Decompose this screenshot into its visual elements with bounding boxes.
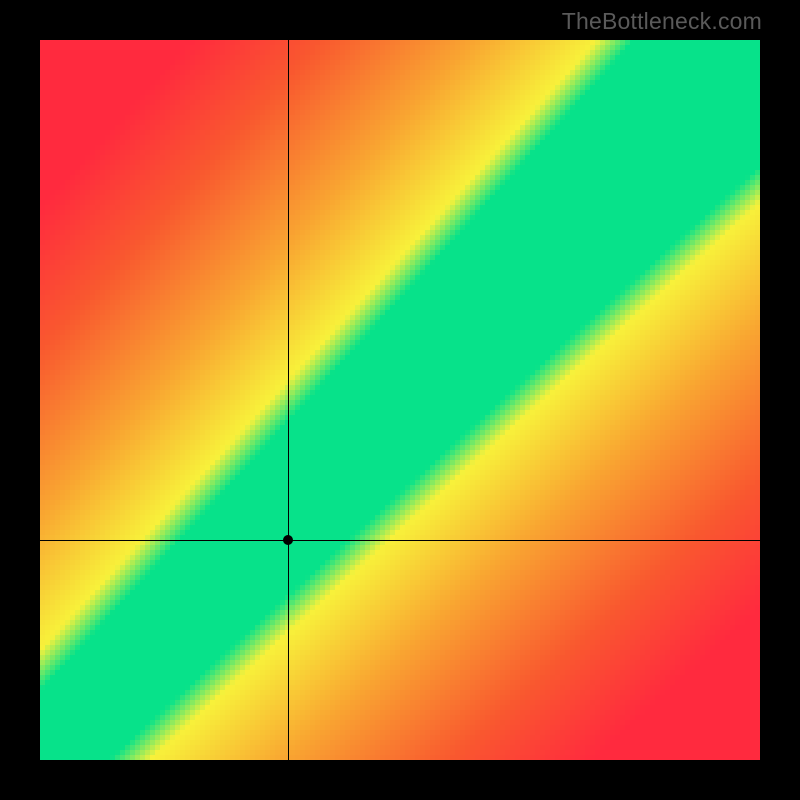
watermark-label: TheBottleneck.com bbox=[562, 8, 762, 35]
chart-frame bbox=[0, 0, 800, 800]
crosshair-vertical bbox=[288, 40, 289, 760]
bottleneck-heatmap bbox=[40, 40, 760, 760]
crosshair-horizontal bbox=[40, 540, 760, 541]
